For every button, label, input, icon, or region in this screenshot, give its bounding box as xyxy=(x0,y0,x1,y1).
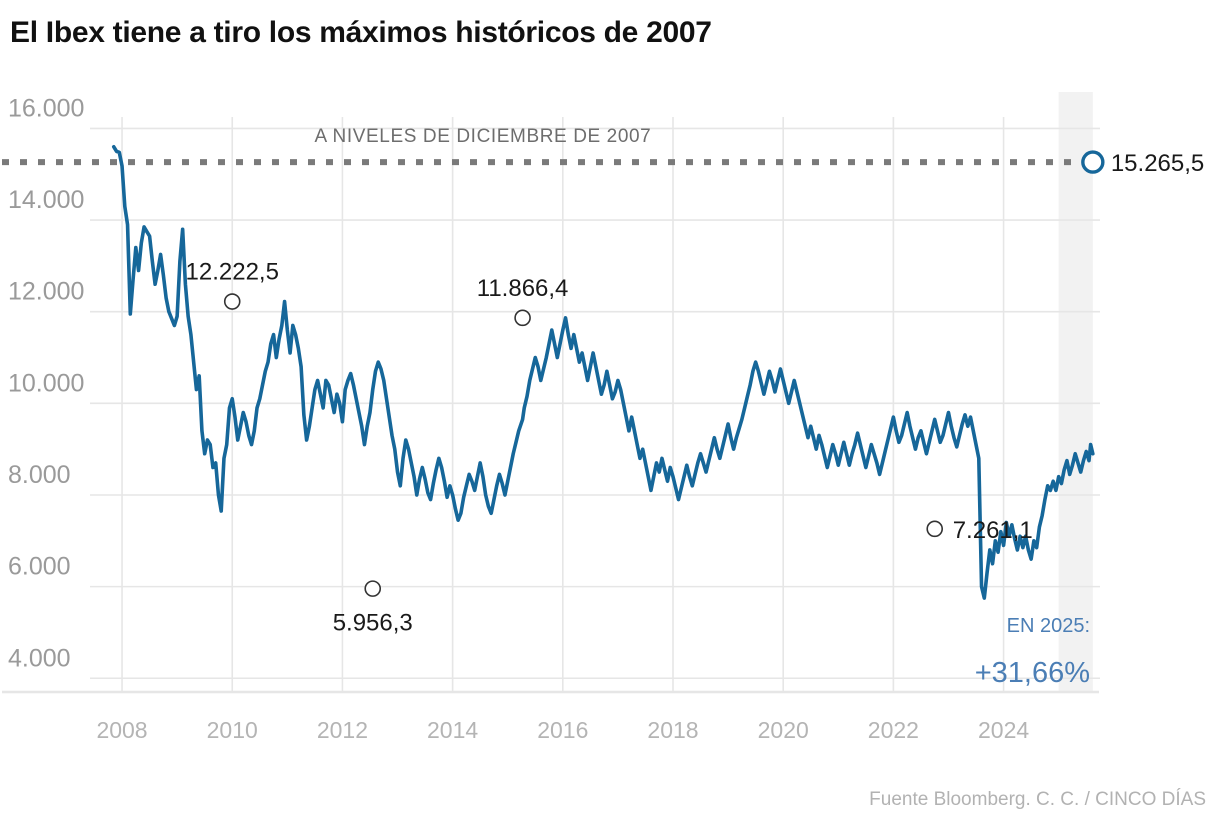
x-tick-label: 2012 xyxy=(317,717,368,743)
annotation-max-2009: 12.222,5 xyxy=(186,259,279,310)
y-tick-label: 12.000 xyxy=(8,278,84,306)
x-tick-label: 2024 xyxy=(978,717,1029,743)
x-tick-label: 2018 xyxy=(647,717,698,743)
source-credit: Fuente Bloomberg. C. C. / CINCO DÍAS xyxy=(869,789,1206,810)
y-tick-label: 8.000 xyxy=(8,461,71,489)
annotation-label: 5.956,3 xyxy=(333,610,413,637)
x-tick-label: 2010 xyxy=(207,717,258,743)
x-tick-label: 2022 xyxy=(868,717,919,743)
x-tick-label: 2014 xyxy=(427,717,478,743)
change-note-label: +31,66% xyxy=(975,657,1090,689)
y-tick-label: 6.000 xyxy=(8,553,71,581)
y-tick-label: 14.000 xyxy=(8,186,84,214)
x-tick-label: 2008 xyxy=(96,717,147,743)
annotation-label: 15.265,5 xyxy=(1111,150,1204,177)
x-tick-label: 2020 xyxy=(758,717,809,743)
annotation-label: 7.261,1 xyxy=(953,517,1033,544)
annotation-max-2015: 11.866,4 xyxy=(477,275,569,327)
annotation-min-2022: 7.261,1 xyxy=(926,517,1033,544)
x-axis-labels: 2008 2010 2012 2014 2016 2018 2020 2022 2024 xyxy=(96,717,1029,743)
annotation-label: 12.222,5 xyxy=(186,259,279,286)
shaded-band-2025 xyxy=(1058,92,1093,692)
annotation-last-2025: 15.265,5 xyxy=(1081,150,1204,177)
page-title: El Ibex tiene a tiro los máximos históri… xyxy=(10,16,712,49)
annotation-min-2012: 5.956,3 xyxy=(333,580,413,637)
y-tick-label: 4.000 xyxy=(8,644,71,672)
ibex-series-line xyxy=(111,144,1095,600)
x-tick-label: 2016 xyxy=(537,717,588,743)
y-tick-label: 16.000 xyxy=(8,94,84,122)
y-axis-labels: 4.000 6.000 8.000 10.000 12.000 14.000 16.000 xyxy=(8,94,84,672)
y-tick-label: 10.000 xyxy=(8,369,84,397)
gridlines xyxy=(90,117,1100,692)
annotation-label: 11.866,4 xyxy=(477,275,569,302)
reference-line-label: A NIVELES DE DICIEMBRE DE 2007 xyxy=(314,126,651,147)
year-note-label: EN 2025: xyxy=(1007,615,1090,637)
